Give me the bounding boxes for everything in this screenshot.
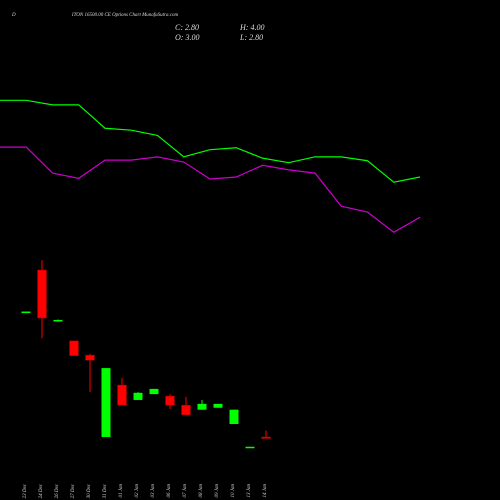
candle-body [53, 320, 63, 322]
candle-body [101, 368, 111, 437]
x-tick-label: 07 Jan [183, 484, 188, 498]
ohlc-open: O: 3.00 [175, 33, 199, 42]
candle-body [181, 404, 191, 416]
candle-body [149, 388, 159, 395]
indicator-line [0, 99, 421, 183]
candle-body [245, 446, 255, 449]
x-tick-label: 27 Dec [71, 483, 76, 498]
candle-body [197, 403, 207, 410]
x-tick-label: 26 Dec [55, 483, 60, 498]
ohlc-close: C: 2.80 [175, 23, 199, 32]
x-tick-label: 03 Jan [151, 484, 156, 498]
x-tick-label: 01 Jan [119, 484, 124, 498]
candle-body [261, 436, 271, 439]
x-tick-label: 08 Jan [199, 484, 204, 498]
x-tick-label: 14 Jan [263, 484, 268, 498]
x-tick-label: 23 Dec [23, 483, 28, 498]
x-tick-label: 10 Jan [231, 484, 236, 498]
chart-title: ITON 16500.00 CE Options Chart MunafaSut… [71, 13, 179, 18]
candle-body [133, 392, 143, 400]
x-tick-label: 13 Jan [247, 484, 252, 498]
x-tick-label: 09 Jan [215, 484, 220, 498]
x-tick-label: 02 Jan [135, 484, 140, 498]
candle-body [37, 269, 47, 319]
ohlc-high: H: 4.00 [239, 23, 264, 32]
candle-body [21, 311, 31, 314]
x-tick-label: 06 Jan [167, 484, 172, 498]
candle-body [85, 354, 95, 361]
x-tick-label: 31 Dec [103, 483, 108, 498]
x-tick-label: 30 Dec [87, 483, 92, 498]
ohlc-low: L: 2.80 [239, 33, 263, 42]
candle-body [213, 403, 223, 408]
candle-body [69, 340, 79, 356]
corner-label: D [11, 13, 16, 18]
candle-body [117, 384, 127, 406]
candle-body [165, 395, 175, 406]
candle-body [229, 409, 239, 424]
indicator-line [0, 146, 421, 233]
x-tick-label: 24 Dec [39, 483, 44, 498]
